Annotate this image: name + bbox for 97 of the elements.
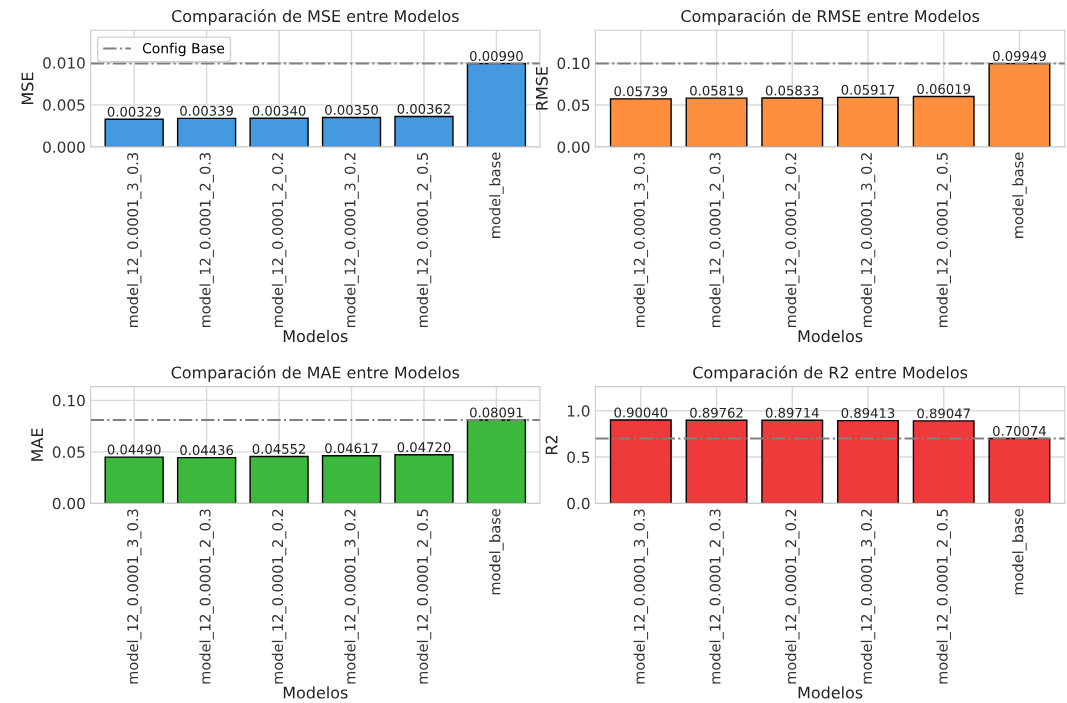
y-tick-label: 0.10 [557, 57, 590, 70]
y-tick-label: 0.10 [52, 394, 85, 407]
bar [837, 419, 899, 504]
data-label: 0.89047 [917, 408, 970, 419]
bar [176, 117, 237, 147]
y-tick-label: 0.0 [567, 497, 590, 510]
x-tick-label: model_base [1012, 152, 1027, 238]
x-tick-label: model_12_0.0001_2_0.5 [416, 509, 432, 684]
data-label: 0.05819 [690, 85, 743, 96]
bar [912, 95, 975, 147]
data-label: 0.04617 [325, 443, 378, 454]
bar [685, 419, 748, 504]
data-label: 0.89762 [690, 407, 743, 418]
data-label: 0.00340 [252, 105, 306, 116]
x-tick-label: model_12_0.0001_3_0.3 [633, 509, 649, 684]
data-label: 0.05833 [765, 85, 819, 96]
y-tick-label: 0.5 [567, 451, 590, 464]
data-label: 0.08091 [470, 407, 523, 418]
data-label: 0.00350 [325, 104, 378, 115]
data-label: 0.06019 [917, 83, 971, 94]
data-label: 0.04490 [107, 444, 161, 455]
x-tick-label: model_12_0.0001_2_0.3 [199, 152, 214, 328]
data-label: 0.05917 [841, 84, 895, 95]
bar [394, 454, 454, 504]
chart-title: Comparación de MAE entre Modelos [171, 365, 460, 382]
x-tick-label: model_12_0.0001_3_0.2 [860, 153, 876, 328]
bar [394, 115, 454, 147]
bar [321, 455, 382, 504]
bar [176, 456, 237, 504]
y-tick-label: 0.000 [43, 141, 85, 153]
chart-title: Comparación de RMSE entre Modelos [681, 9, 980, 26]
bar [249, 117, 309, 147]
x-tick-label: model_12_0.0001_2_0.3 [709, 509, 724, 684]
bar [249, 455, 309, 504]
x-axis-title: Modelos [283, 329, 348, 343]
bar [988, 62, 1051, 147]
data-label: 0.05739 [614, 86, 668, 97]
y-axis-title: RMSE [535, 67, 548, 110]
x-tick-label: model_base [489, 152, 504, 238]
y-axis-title: R2 [545, 435, 558, 455]
x-tick-label: model_12_0.0001_2_0.2 [785, 509, 800, 684]
bar [104, 118, 164, 147]
data-label: 0.04720 [397, 442, 451, 453]
x-tick-label: model_12_0.0001_2_0.2 [271, 153, 287, 328]
bar [609, 419, 672, 504]
data-label: 0.04552 [252, 443, 306, 454]
y-axis-title: MSE [21, 72, 34, 105]
y-tick-label: 0.005 [43, 99, 85, 111]
y-tick-label: 0.05 [557, 99, 590, 112]
x-tick-label: model_12_0.0001_3_0.2 [344, 153, 359, 328]
x-axis-title: Modelos [798, 329, 863, 343]
chart-title: Comparación de MSE entre Modelos [171, 9, 459, 26]
x-tick-label: model_12_0.0001_2_0.3 [199, 509, 214, 684]
x-tick-label: model_12_0.0001_2_0.2 [271, 509, 287, 684]
x-tick-label: model_12_0.0001_2_0.5 [936, 509, 951, 684]
data-label: 0.90040 [614, 407, 668, 418]
x-tick-label: model_base [1012, 508, 1027, 595]
bar [761, 419, 824, 504]
bar [609, 98, 672, 147]
data-label: 0.00329 [107, 106, 161, 117]
x-tick-label: model_12_0.0001_3_0.2 [860, 509, 876, 684]
bar [466, 419, 527, 504]
bar [685, 97, 748, 147]
x-axis-title: Modelos [283, 686, 348, 699]
data-label: 0.00339 [180, 105, 233, 116]
y-tick-label: 1.0 [567, 405, 590, 417]
x-tick-label: model_12_0.0001_2_0.2 [785, 153, 800, 328]
bar [466, 62, 527, 147]
bar [104, 456, 164, 504]
bar [988, 437, 1051, 504]
bar [912, 420, 975, 504]
chart-title: Comparación de R2 entre Modelos [693, 365, 968, 382]
data-label: 0.09949 [993, 51, 1046, 62]
y-tick-label: 0.00 [557, 141, 590, 153]
y-tick-label: 0.05 [52, 446, 85, 458]
data-label: 0.89714 [765, 407, 819, 418]
x-axis-title: Modelos [798, 686, 863, 699]
y-tick-label: 0.00 [52, 497, 85, 510]
x-tick-label: model_12_0.0001_3_0.3 [633, 152, 649, 328]
data-label: 0.00362 [397, 103, 450, 114]
x-tick-label: model_12_0.0001_3_0.3 [126, 152, 142, 328]
x-tick-label: model_12_0.0001_2_0.5 [936, 153, 951, 328]
x-tick-label: model_12_0.0001_2_0.5 [416, 153, 432, 328]
x-tick-label: model_base [489, 508, 504, 595]
y-axis-title: MAE [31, 428, 43, 461]
bar [837, 96, 899, 147]
data-label: 0.89413 [841, 408, 895, 419]
bar [321, 116, 382, 147]
legend-label: Config Base [142, 42, 225, 57]
x-tick-label: model_12_0.0001_2_0.3 [709, 152, 724, 328]
x-tick-label: model_12_0.0001_3_0.3 [126, 509, 142, 684]
data-label: 0.00990 [470, 51, 523, 62]
x-tick-label: model_12_0.0001_3_0.2 [344, 509, 359, 684]
y-tick-label: 0.010 [43, 57, 85, 69]
data-label: 0.04436 [180, 445, 234, 456]
bar [761, 97, 824, 147]
data-label: 0.70074 [993, 425, 1046, 436]
